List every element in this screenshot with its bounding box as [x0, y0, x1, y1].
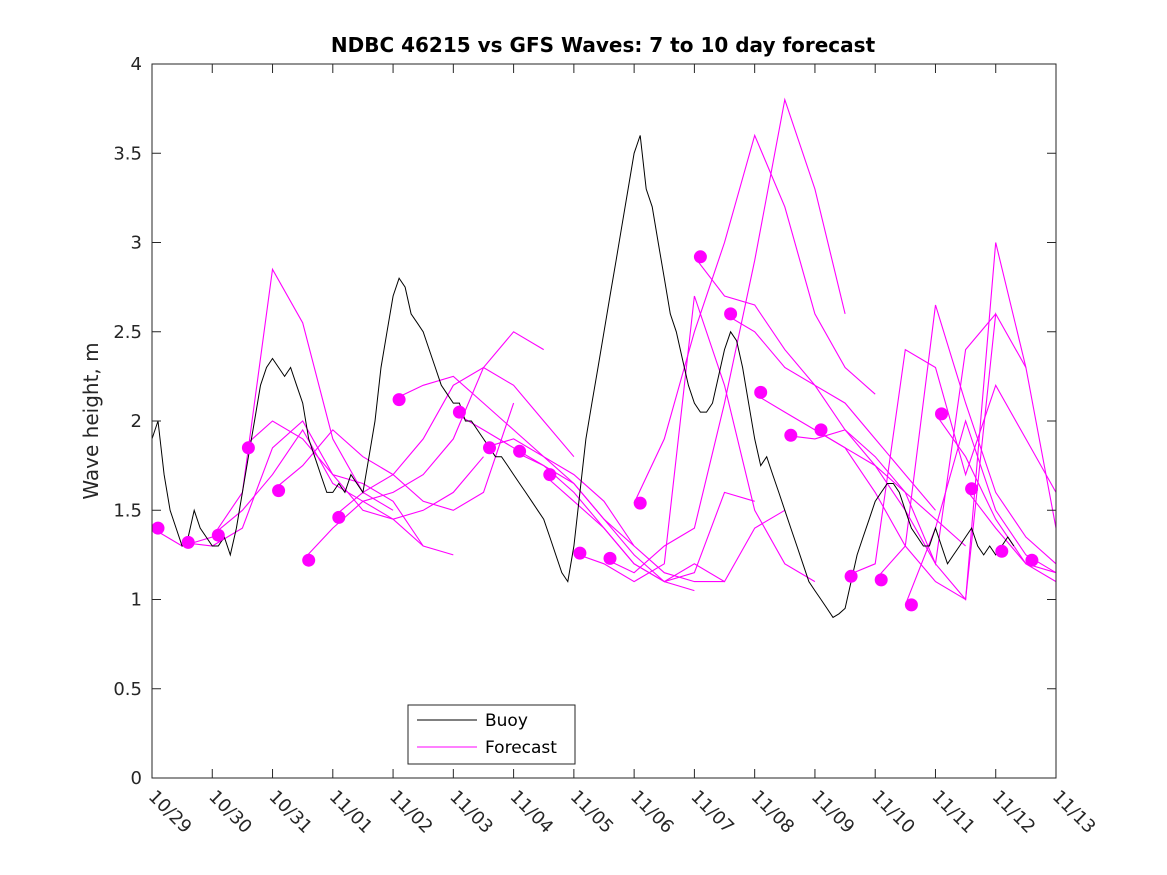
forecast-line-12	[543, 474, 786, 583]
forecast-marker-10	[483, 441, 496, 455]
forecast-marker-19	[784, 428, 798, 442]
y-tick-label: 2.5	[113, 322, 142, 343]
forecast-marker-1	[151, 521, 165, 535]
forecast-line-22	[874, 304, 1057, 581]
forecast-marker-22	[874, 573, 888, 587]
y-axis-label: Wave height, m	[79, 342, 103, 499]
forecast-line-7	[332, 366, 575, 518]
legend-label-forecast: Forecast	[485, 738, 557, 758]
forecast-marker-27	[1025, 553, 1039, 567]
forecast-marker-20	[814, 423, 828, 437]
y-tick-label: 1.5	[113, 500, 142, 521]
forecast-marker-9	[452, 405, 466, 419]
forecast-line-13	[573, 295, 816, 583]
legend: Buoy Forecast	[407, 704, 576, 765]
forecast-marker-4	[241, 441, 255, 455]
forecast-marker-15	[633, 496, 647, 510]
forecast-marker-21	[844, 569, 858, 583]
forecast-line-21	[844, 348, 1057, 577]
forecast-marker-24	[935, 407, 948, 421]
forecast-marker-8	[392, 393, 406, 407]
forecast-marker-3	[211, 528, 225, 542]
y-tick-label: 2	[131, 411, 142, 432]
legend-box	[407, 704, 576, 765]
y-tick-label: 1	[131, 590, 142, 611]
axes-background	[152, 64, 1056, 778]
forecast-marker-18	[754, 385, 768, 399]
y-tick-label: 4	[131, 54, 142, 75]
forecast-marker-7	[332, 510, 346, 524]
forecast-marker-12	[543, 468, 557, 482]
forecast-marker-11	[513, 444, 527, 458]
y-tick-label: 0.5	[113, 679, 142, 700]
forecast-marker-23	[904, 598, 918, 612]
forecast-marker-13	[573, 546, 587, 560]
forecast-line-8	[392, 375, 635, 547]
y-tick-label: 0	[131, 768, 142, 789]
forecast-line-4	[242, 420, 484, 520]
forecast-marker-5	[272, 484, 286, 498]
legend-label-buoy: Buoy	[485, 711, 528, 731]
forecast-marker-2	[181, 535, 195, 549]
forecast-marker-17	[724, 307, 738, 321]
forecast-line-25	[965, 488, 1057, 574]
y-tick-label: 3.5	[113, 143, 142, 164]
forecast-marker-26	[995, 544, 1009, 558]
forecast-marker-14	[603, 551, 617, 565]
forecast-marker-6	[302, 553, 316, 567]
forecast-line-24	[935, 413, 1057, 583]
forecast-line-15	[633, 133, 876, 504]
forecast-marker-25	[965, 482, 979, 496]
forecast-line-20	[814, 242, 1057, 601]
chart-title: NDBC 46215 vs GFS Waves: 7 to 10 day for…	[331, 33, 876, 57]
forecast-line-14	[603, 97, 846, 574]
forecast-marker-16	[693, 250, 707, 264]
forecast-line-3	[211, 428, 454, 556]
buoy-line	[151, 135, 1015, 619]
y-tick-label: 3	[131, 233, 142, 254]
